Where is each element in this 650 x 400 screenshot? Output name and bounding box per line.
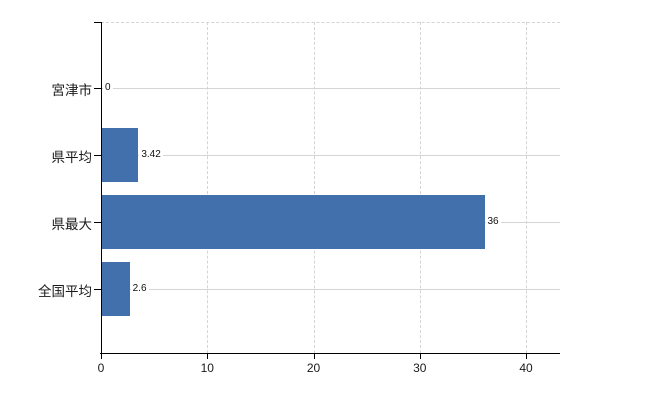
vertical-gridline: [526, 22, 527, 353]
horizontal-gridline: [101, 155, 560, 156]
bar-value-label: 0: [103, 81, 113, 94]
y-axis-tick: [94, 222, 101, 223]
category-label-1: 宮津市: [51, 83, 93, 98]
x-axis-tick: [101, 354, 102, 359]
x-axis-tick-label: 20: [306, 361, 321, 375]
x-axis-line: [100, 353, 560, 354]
horizontal-gridline: [101, 289, 560, 290]
y-axis-top-tick: [94, 22, 101, 23]
y-axis-tick: [94, 155, 101, 156]
x-axis-tick-label: 40: [519, 361, 533, 375]
bar-県平均: [102, 128, 138, 182]
x-axis-tick: [207, 354, 209, 359]
vertical-gridline: [419, 22, 421, 353]
x-axis-tick: [526, 354, 527, 359]
category-label-2: 県平均: [51, 150, 93, 165]
category-label-3: 県最大: [51, 217, 93, 232]
bar-value-label: 36: [485, 215, 501, 228]
y-axis-line: [101, 22, 102, 353]
vertical-gridline: [207, 22, 209, 353]
y-axis-tick: [94, 88, 101, 89]
x-axis-tick-label: 10: [200, 361, 214, 375]
vertical-gridline: [313, 22, 315, 353]
bar-value-label: 2.6: [130, 282, 149, 295]
category-label-4: 全国平均: [38, 284, 92, 299]
x-axis-tick: [313, 354, 315, 359]
x-axis-tick-label: 0: [97, 361, 105, 375]
bar-value-label: 3.42: [139, 148, 163, 161]
bar-全国平均: [102, 262, 130, 316]
bar-県最大: [102, 195, 485, 249]
x-axis-tick-label: 30: [413, 361, 427, 375]
horizontal-gridline: [101, 88, 560, 89]
plot-top-border: [101, 22, 560, 23]
y-axis-tick: [94, 289, 101, 290]
x-axis-tick: [419, 354, 421, 359]
